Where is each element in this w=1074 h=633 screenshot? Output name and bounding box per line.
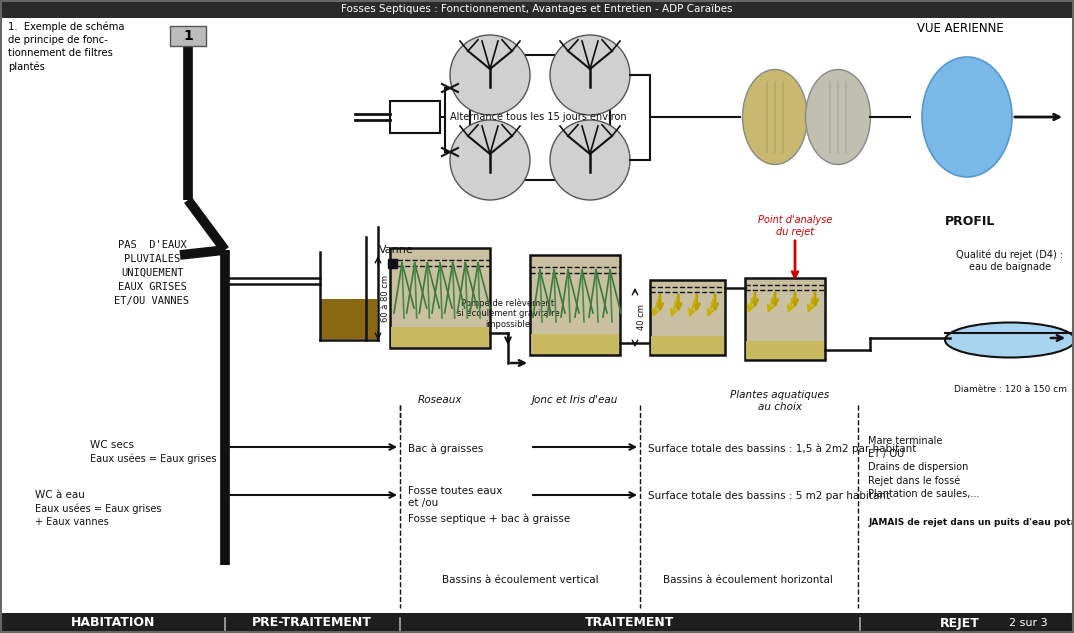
Text: Bassins à écoulement vertical: Bassins à écoulement vertical [441,575,598,585]
Text: Eaux usées = Eaux grises: Eaux usées = Eaux grises [35,504,161,515]
Circle shape [550,120,630,200]
Text: Jonc et Iris d'eau: Jonc et Iris d'eau [532,395,619,405]
Bar [745,278,825,360]
Circle shape [450,35,529,115]
Text: + Eaux vannes: + Eaux vannes [35,517,108,527]
Text: VUE AERIENNE: VUE AERIENNE [916,22,1003,35]
Bar [650,280,725,355]
Text: PRE-TRAITEMENT: PRE-TRAITEMENT [252,617,372,629]
Bar [1,613,1073,632]
Text: TRAITEMENT: TRAITEMENT [585,617,674,629]
Ellipse shape [921,57,1012,177]
Bar [391,327,489,347]
Text: Vanne: Vanne [379,245,413,255]
Text: Alternance tous les 15 jours environ: Alternance tous les 15 jours environ [450,112,626,122]
Ellipse shape [806,70,871,165]
Text: Surface totale des bassins : 5 m2 par habitant: Surface totale des bassins : 5 m2 par ha… [648,491,890,501]
Bar [470,55,610,180]
Bar [170,26,206,46]
Bar [390,248,490,348]
Text: Bassins à écoulement horizontal: Bassins à écoulement horizontal [663,575,833,585]
Text: 1.  Exemple de schéma
de principe de fonc-
tionnement de filtres
plantés: 1. Exemple de schéma de principe de fonc… [8,21,125,72]
Text: REJET: REJET [940,617,979,629]
Text: Mare terminale
ET / OU
Drains de dispersion
Rejet dans le fossé
Plantation de sa: Mare terminale ET / OU Drains de dispers… [868,436,979,499]
Text: WC à eau: WC à eau [35,490,85,500]
Text: Pompe de relèvement
si écoulement gravitaire
impossible: Pompe de relèvement si écoulement gravit… [456,298,560,329]
Bar [746,341,824,359]
Text: 2 sur 3: 2 sur 3 [1010,618,1048,628]
Text: 60 à 80 cm: 60 à 80 cm [380,275,390,322]
Text: 40 cm: 40 cm [638,304,647,330]
Text: Fosses Septiques : Fonctionnement, Avantages et Entretien - ADP Caraïbes: Fosses Septiques : Fonctionnement, Avant… [342,4,732,14]
Text: Eaux usées = Eaux grises: Eaux usées = Eaux grises [90,454,217,465]
Text: Plantes aquatiques
au choix: Plantes aquatiques au choix [730,390,829,411]
Bar [1,1,1073,18]
Text: Roseaux: Roseaux [418,395,462,405]
Text: Bac à graisses: Bac à graisses [408,443,483,453]
Bar [529,255,620,355]
Bar [531,334,619,354]
Circle shape [450,120,529,200]
Text: Fosse septique + bac à graisse: Fosse septique + bac à graisse [408,514,570,525]
Circle shape [550,35,630,115]
Text: VANNE: VANNE [461,144,492,153]
Text: Surface totale des bassins : 1,5 à 2m2 par habitant: Surface totale des bassins : 1,5 à 2m2 p… [648,443,916,453]
Text: WC secs: WC secs [90,440,134,450]
Bar [321,299,377,339]
Text: PROFIL: PROFIL [945,215,996,228]
Text: PAS  D'EAUX
PLUVIALES
UNIQUEMENT
EAUX GRISES
ET/OU VANNES: PAS D'EAUX PLUVIALES UNIQUEMENT EAUX GRI… [115,240,189,306]
Text: VANNE: VANNE [461,80,492,89]
Text: Qualité du rejet (D4) :
eau de baignade: Qualité du rejet (D4) : eau de baignade [957,250,1063,272]
Bar [390,101,440,133]
Ellipse shape [742,70,808,165]
Ellipse shape [945,322,1074,358]
Text: JAMAIS de rejet dans un puits d'eau potable: JAMAIS de rejet dans un puits d'eau pota… [868,518,1074,527]
Text: 1: 1 [184,29,193,43]
Bar [388,259,397,268]
Text: Point d'analyse
du rejet: Point d'analyse du rejet [758,215,832,237]
Bar [651,336,724,354]
Text: Fosse toutes eaux
et /ou: Fosse toutes eaux et /ou [408,486,503,508]
Text: Diamètre : 120 à 150 cm: Diamètre : 120 à 150 cm [954,385,1066,394]
Text: HABITATION: HABITATION [71,617,155,629]
